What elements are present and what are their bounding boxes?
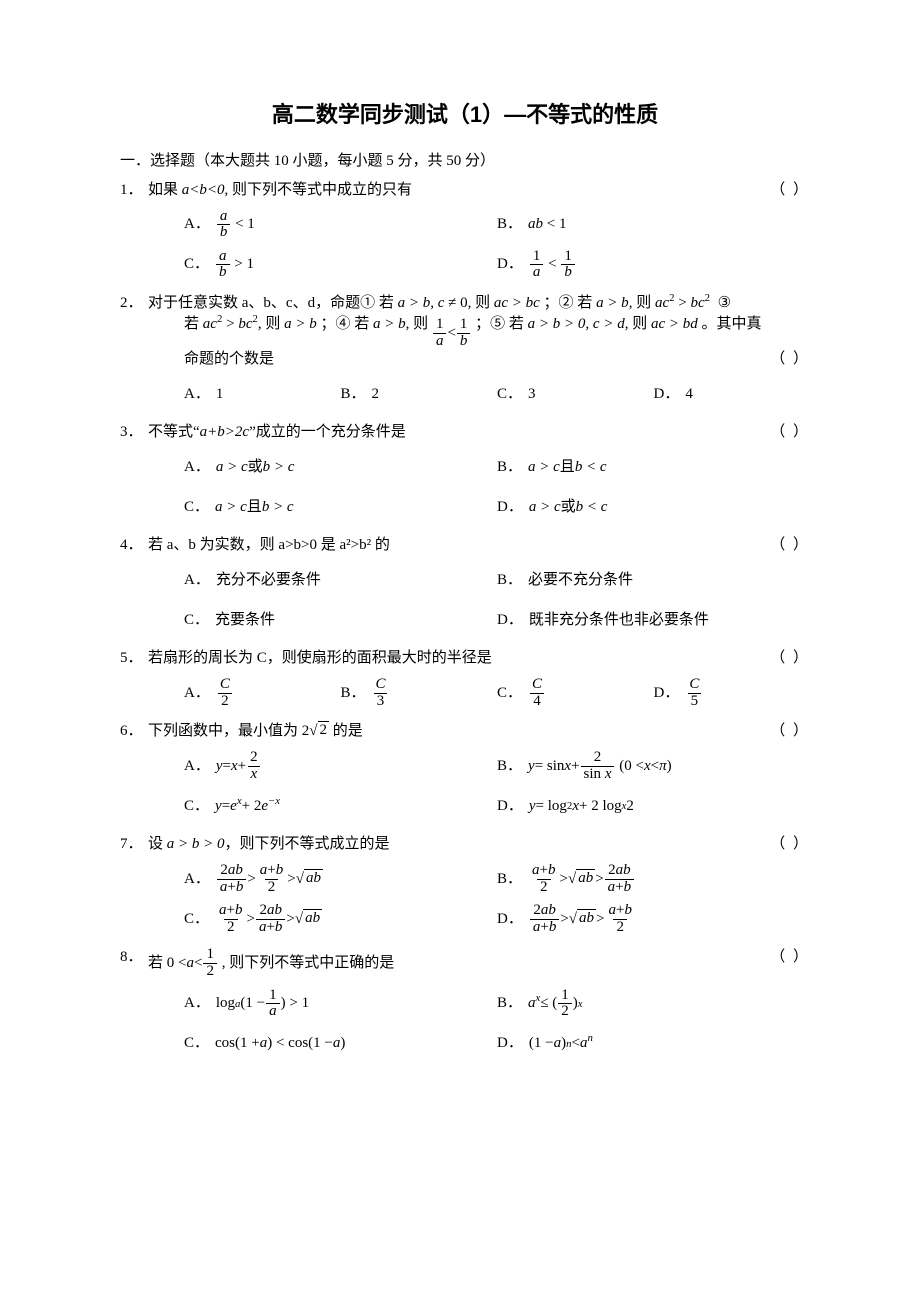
question-4: 4． 若 a、b 为实数，则 a>b>0 是 a²>b² 的 （ ） A．充分不… <box>120 535 810 640</box>
q7-opt-c: C． a+b2 > 2aba+b > √ab <box>184 899 497 939</box>
q1-opt-d: D． 1a < 1b <box>497 245 810 285</box>
q5-opt-c: C．C4 <box>497 673 654 713</box>
page: 高二数学同步测试（1）—不等式的性质 一．选择题（本大题共 10 小题，每小题 … <box>0 0 920 1132</box>
q1-num: 1． <box>120 180 148 201</box>
q4-opt-c: C．充要条件 <box>184 600 497 640</box>
answer-blank: （ ） <box>770 535 810 556</box>
q1-text: 如果 a<b<0, 则下列不等式中成立的只有 （ ） <box>148 180 810 201</box>
q2-num: 2． <box>120 293 148 314</box>
q5-opt-d: D．C5 <box>654 673 811 713</box>
q2-opt-b: B．2 <box>341 374 498 414</box>
question-2: 2． 对于任意实数 a、b、c、d，命题① 若 a > b, c ≠ 0, 则 … <box>120 293 810 415</box>
q6-text: 下列函数中，最小值为 2√2 的是 （ ） <box>148 721 810 742</box>
answer-blank: （ ） <box>770 721 810 742</box>
answer-blank: （ ） <box>770 349 810 370</box>
q1-opt-b: B． ab < 1 <box>497 205 810 245</box>
q8-opt-b: B． ax ≤ (12)x <box>497 984 810 1024</box>
q2-tail: 命题的个数是 （ ） <box>184 349 810 370</box>
q4-options: A．充分不必要条件 B．必要不充分条件 C．充要条件 D．既非充分条件也非必要条… <box>184 560 810 640</box>
q2-text: 对于任意实数 a、b、c、d，命题① 若 a > b, c ≠ 0, 则 ac … <box>148 293 810 314</box>
question-5: 5． 若扇形的周长为 C，则使扇形的面积最大时的半径是 （ ） A．C2 B．C… <box>120 648 810 713</box>
q3-opt-c: C．a > c 且 b > c <box>184 487 497 527</box>
q5-opt-b: B．C3 <box>341 673 498 713</box>
q2-opt-d: D．4 <box>654 374 811 414</box>
q5-num: 5． <box>120 648 148 669</box>
q6-opt-c: C． y = ex + 2e−x <box>184 786 497 826</box>
q1-options: A． ab < 1 B． ab < 1 C． ab > 1 D． 1a < 1b <box>184 205 810 285</box>
answer-blank: （ ） <box>770 180 810 201</box>
q7-opt-d: D． 2aba+b > √ab > a+b2 <box>497 899 810 939</box>
q1-opt-a: A． ab < 1 <box>184 205 497 245</box>
q8-opt-d: D． (1 − a)n < an <box>497 1024 810 1064</box>
answer-blank: （ ） <box>770 834 810 855</box>
q3-opt-a: A．a > c 或 b > c <box>184 447 497 487</box>
q3-options: A．a > c 或 b > c B．a > c 且 b < c C．a > c … <box>184 447 810 527</box>
answer-blank: （ ） <box>770 947 810 968</box>
page-title: 高二数学同步测试（1）—不等式的性质 <box>120 100 810 131</box>
answer-blank: （ ） <box>770 648 810 669</box>
q7-opt-b: B． a+b2 > √ab > 2aba+b <box>497 859 810 899</box>
q1-opt-c: C． ab > 1 <box>184 245 497 285</box>
q5-opt-a: A．C2 <box>184 673 341 713</box>
q7-text: 设 a > b > 0，则下列不等式成立的是 （ ） <box>148 834 810 855</box>
question-6: 6． 下列函数中，最小值为 2√2 的是 （ ） A． y = x + 2x B… <box>120 721 810 826</box>
q8-num: 8． <box>120 947 148 968</box>
q2-options: A．1 B．2 C．3 D．4 <box>184 374 810 414</box>
q6-opt-d: D． y = log2 x + 2 logx 2 <box>497 786 810 826</box>
question-7: 7． 设 a > b > 0，则下列不等式成立的是 （ ） A． 2aba+b … <box>120 834 810 939</box>
question-1: 1． 如果 a<b<0, 则下列不等式中成立的只有 （ ） A． ab < 1 … <box>120 180 810 285</box>
q8-options: A． loga(1 − 1a) > 1 B． ax ≤ (12)x C． cos… <box>184 984 810 1064</box>
q4-opt-b: B．必要不充分条件 <box>497 560 810 600</box>
q8-opt-a: A． loga(1 − 1a) > 1 <box>184 984 497 1024</box>
q8-text: 若 0 < a < 12 , 则下列不等式中正确的是 （ ） <box>148 947 810 980</box>
q5-options: A．C2 B．C3 C．C4 D．C5 <box>184 673 810 713</box>
q2-opt-a: A．1 <box>184 374 341 414</box>
q3-num: 3． <box>120 422 148 443</box>
q7-opt-a: A． 2aba+b > a+b2 > √ab <box>184 859 497 899</box>
q4-opt-a: A．充分不必要条件 <box>184 560 497 600</box>
answer-blank: （ ） <box>770 422 810 443</box>
q2-cont: 若 ac2 > bc2, 则 a > b ；④ 若 a > b, 则 1a < … <box>184 314 810 350</box>
question-8: 8． 若 0 < a < 12 , 则下列不等式中正确的是 （ ） A． log… <box>120 947 810 1064</box>
q4-opt-d: D．既非充分条件也非必要条件 <box>497 600 810 640</box>
q4-num: 4． <box>120 535 148 556</box>
q7-num: 7． <box>120 834 148 855</box>
q4-text: 若 a、b 为实数，则 a>b>0 是 a²>b² 的 （ ） <box>148 535 810 556</box>
q7-options: A． 2aba+b > a+b2 > √ab B． a+b2 > √ab > 2… <box>184 859 810 939</box>
q6-opt-b: B． y = sin x + 2sin x (0 < x < π) <box>497 746 810 786</box>
q3-opt-d: D．a > c 或 b < c <box>497 487 810 527</box>
q3-opt-b: B．a > c 且 b < c <box>497 447 810 487</box>
question-3: 3． 不等式“a+b>2c”成立的一个充分条件是 （ ） A．a > c 或 b… <box>120 422 810 527</box>
q8-opt-c: C． cos(1 + a) < cos(1 − a) <box>184 1024 497 1064</box>
q2-opt-c: C．3 <box>497 374 654 414</box>
q6-options: A． y = x + 2x B． y = sin x + 2sin x (0 <… <box>184 746 810 826</box>
q5-text: 若扇形的周长为 C，则使扇形的面积最大时的半径是 （ ） <box>148 648 810 669</box>
q6-opt-a: A． y = x + 2x <box>184 746 497 786</box>
q3-text: 不等式“a+b>2c”成立的一个充分条件是 （ ） <box>148 422 810 443</box>
section-heading: 一．选择题（本大题共 10 小题，每小题 5 分，共 50 分） <box>120 151 810 172</box>
q6-num: 6． <box>120 721 148 742</box>
